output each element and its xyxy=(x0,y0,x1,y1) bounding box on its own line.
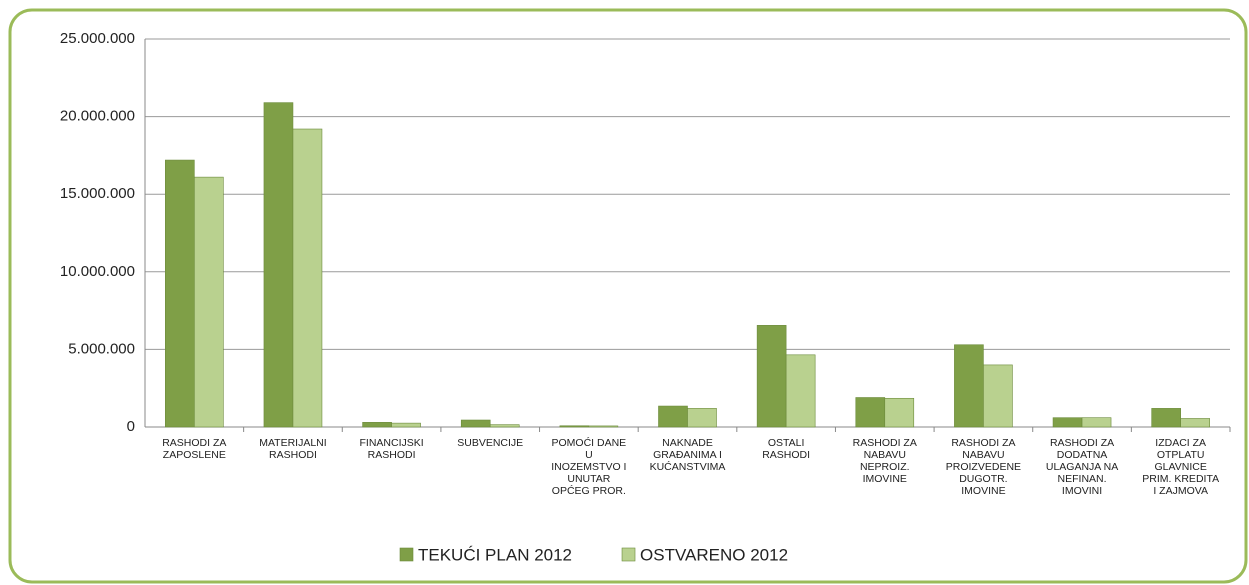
bar xyxy=(559,425,590,428)
bar xyxy=(489,424,520,428)
bar xyxy=(194,176,224,428)
x-tick-label: FINANCIJSKI RASHODI xyxy=(359,437,423,461)
x-tick-label: RASHODI ZA NABAVU NEPROIZ. IMOVINE xyxy=(853,437,917,485)
bar xyxy=(588,425,619,428)
bar xyxy=(460,419,491,428)
legend-swatch xyxy=(399,547,414,562)
bar xyxy=(1052,417,1083,428)
y-tick-label: 25.000.000 xyxy=(60,30,135,47)
bar xyxy=(983,364,1013,428)
bar xyxy=(1151,408,1181,428)
bar xyxy=(292,128,323,428)
legend-swatch xyxy=(621,547,636,562)
x-tick-label: RASHODI ZA DODATNA ULAGANJA NA NEFINAN. IMOV… xyxy=(1046,437,1118,497)
y-tick-label: 20.000.000 xyxy=(60,108,135,125)
y-tick-label: 15.000.000 xyxy=(60,185,135,202)
bar xyxy=(165,159,195,428)
y-tick-label: 5.000.000 xyxy=(68,340,135,357)
legend-label: OSTVARENO 2012 xyxy=(640,545,788,564)
y-tick-label: 0 xyxy=(127,418,135,435)
bar xyxy=(658,405,688,428)
x-tick-label: IZDACI ZA OTPLATU GLAVNICE PRIM. KREDITA I Z… xyxy=(1142,437,1219,497)
y-tick-label: 10.000.000 xyxy=(60,263,135,280)
bar xyxy=(263,102,294,428)
x-tick-label: MATERIJALNI RASHODI xyxy=(259,437,326,461)
bar xyxy=(362,422,392,428)
bar xyxy=(1180,418,1210,428)
bar xyxy=(954,344,984,428)
bar xyxy=(884,397,915,428)
bar xyxy=(756,325,787,428)
x-tick-label: POMOĆI DANE U INOZEMSTVO I UNUTAR OPĆEG PROR… xyxy=(551,436,626,497)
x-tick-label: RASHODI ZA NABAVU PROIZVEDENE DUGOTR. IMOVIN… xyxy=(946,437,1021,497)
bar xyxy=(855,397,886,428)
bar xyxy=(785,354,816,428)
x-tick-label: NAKNADE GRAĐANIMA I KUĆANSTVIMA xyxy=(650,437,726,473)
x-tick-label: RASHODI ZA ZAPOSLENE xyxy=(162,437,226,461)
bar xyxy=(687,408,717,428)
x-tick-label: SUBVENCIJE xyxy=(457,437,523,449)
bar xyxy=(1081,417,1112,428)
x-tick-label: OSTALI RASHODI xyxy=(762,437,810,461)
bar xyxy=(391,422,421,428)
legend-label: TEKUĆI PLAN 2012 xyxy=(418,545,572,564)
